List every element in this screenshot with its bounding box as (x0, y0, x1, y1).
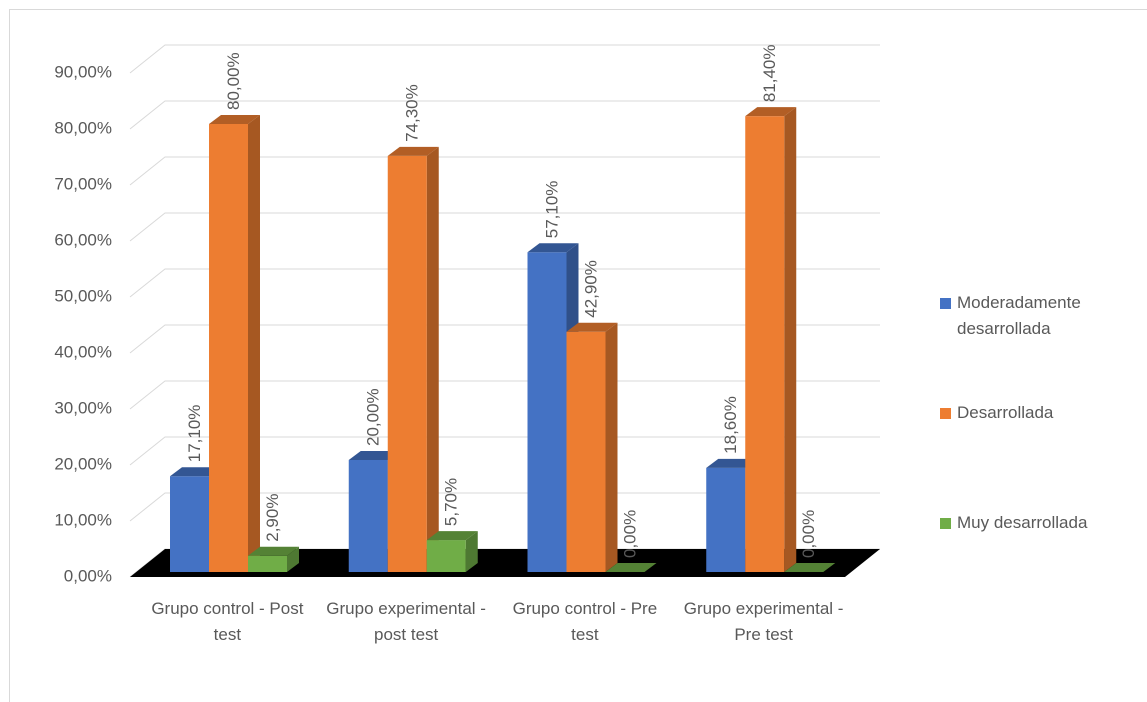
x-tick-label: Grupo control - Pre test (512, 599, 658, 644)
value-label: 2,90% (263, 494, 282, 542)
bar-top (387, 146, 439, 156)
bar (426, 540, 466, 572)
legend-label: Moderadamente desarrollada (957, 293, 1081, 338)
y-tick-label: 80,00% (54, 118, 112, 137)
legend-label: Muy desarrollada (957, 513, 1088, 532)
y-tick-label: 60,00% (54, 230, 112, 249)
bar-top (426, 531, 478, 541)
bar-side (605, 322, 618, 572)
legend-swatch (940, 518, 951, 529)
bar (348, 460, 388, 572)
legend-swatch (940, 408, 951, 419)
legend-item: Desarrollada (940, 400, 1140, 426)
value-label: 80,00% (224, 52, 243, 110)
legend-swatch (940, 298, 951, 309)
bar-top (745, 107, 797, 117)
bar-top (605, 563, 657, 572)
bar (248, 555, 287, 572)
y-tick-label: 40,00% (54, 342, 112, 361)
bar (745, 116, 785, 572)
y-tick-label: 70,00% (54, 174, 112, 193)
bar (387, 155, 427, 573)
x-tick-label: Grupo control - Post test (151, 599, 304, 644)
bar (209, 124, 248, 572)
bar-top (209, 115, 260, 124)
bar-side (426, 146, 439, 573)
y-tick-label: 90,00% (54, 62, 112, 81)
grid-line (129, 436, 880, 466)
legend-item: Moderadamente desarrollada (940, 290, 1140, 342)
grid-line (129, 212, 880, 242)
bar-top (527, 243, 579, 253)
grid-line (129, 100, 880, 130)
legend-item: Muy desarrollada (940, 510, 1140, 536)
value-label: 42,90% (581, 260, 600, 318)
y-tick-label: 0,00% (64, 566, 112, 585)
grid-line (129, 324, 880, 354)
grid-line (129, 380, 880, 410)
x-tick-label: Grupo experimental - Pre test (683, 599, 844, 644)
bar-top (348, 451, 400, 460)
value-label: 5,70% (442, 478, 461, 526)
grid-line (129, 44, 880, 74)
grid-line (129, 156, 880, 186)
chart-border (9, 9, 1147, 702)
bar-side (287, 546, 299, 572)
value-label: 17,10% (185, 405, 204, 463)
bar-side (248, 115, 260, 572)
bar (706, 467, 746, 572)
bar-top (706, 458, 758, 468)
bar-top (784, 563, 836, 572)
y-tick-label: 10,00% (54, 510, 112, 529)
value-label: 18,60% (721, 396, 740, 454)
y-tick-label: 50,00% (54, 286, 112, 305)
legend-label: Desarrollada (957, 403, 1054, 422)
bar (170, 476, 209, 572)
value-label: 81,40% (760, 44, 779, 102)
bar-side (465, 531, 478, 572)
bar (566, 331, 606, 572)
value-label: 0,00% (620, 510, 639, 558)
bar-top (170, 467, 221, 477)
value-label: 74,30% (403, 84, 422, 142)
value-label: 20,00% (364, 388, 383, 446)
grid-line (129, 268, 880, 298)
x-tick-label: Grupo experimental - post test (326, 599, 486, 644)
bar-side (784, 107, 797, 572)
bar-top (248, 546, 299, 556)
y-tick-label: 30,00% (54, 398, 112, 417)
bar-top (566, 322, 618, 332)
value-label: 0,00% (799, 510, 818, 558)
value-label: 57,10% (542, 181, 561, 239)
bar (527, 252, 567, 573)
y-tick-label: 20,00% (54, 454, 112, 473)
grid-line (129, 492, 880, 522)
floor (130, 549, 880, 577)
